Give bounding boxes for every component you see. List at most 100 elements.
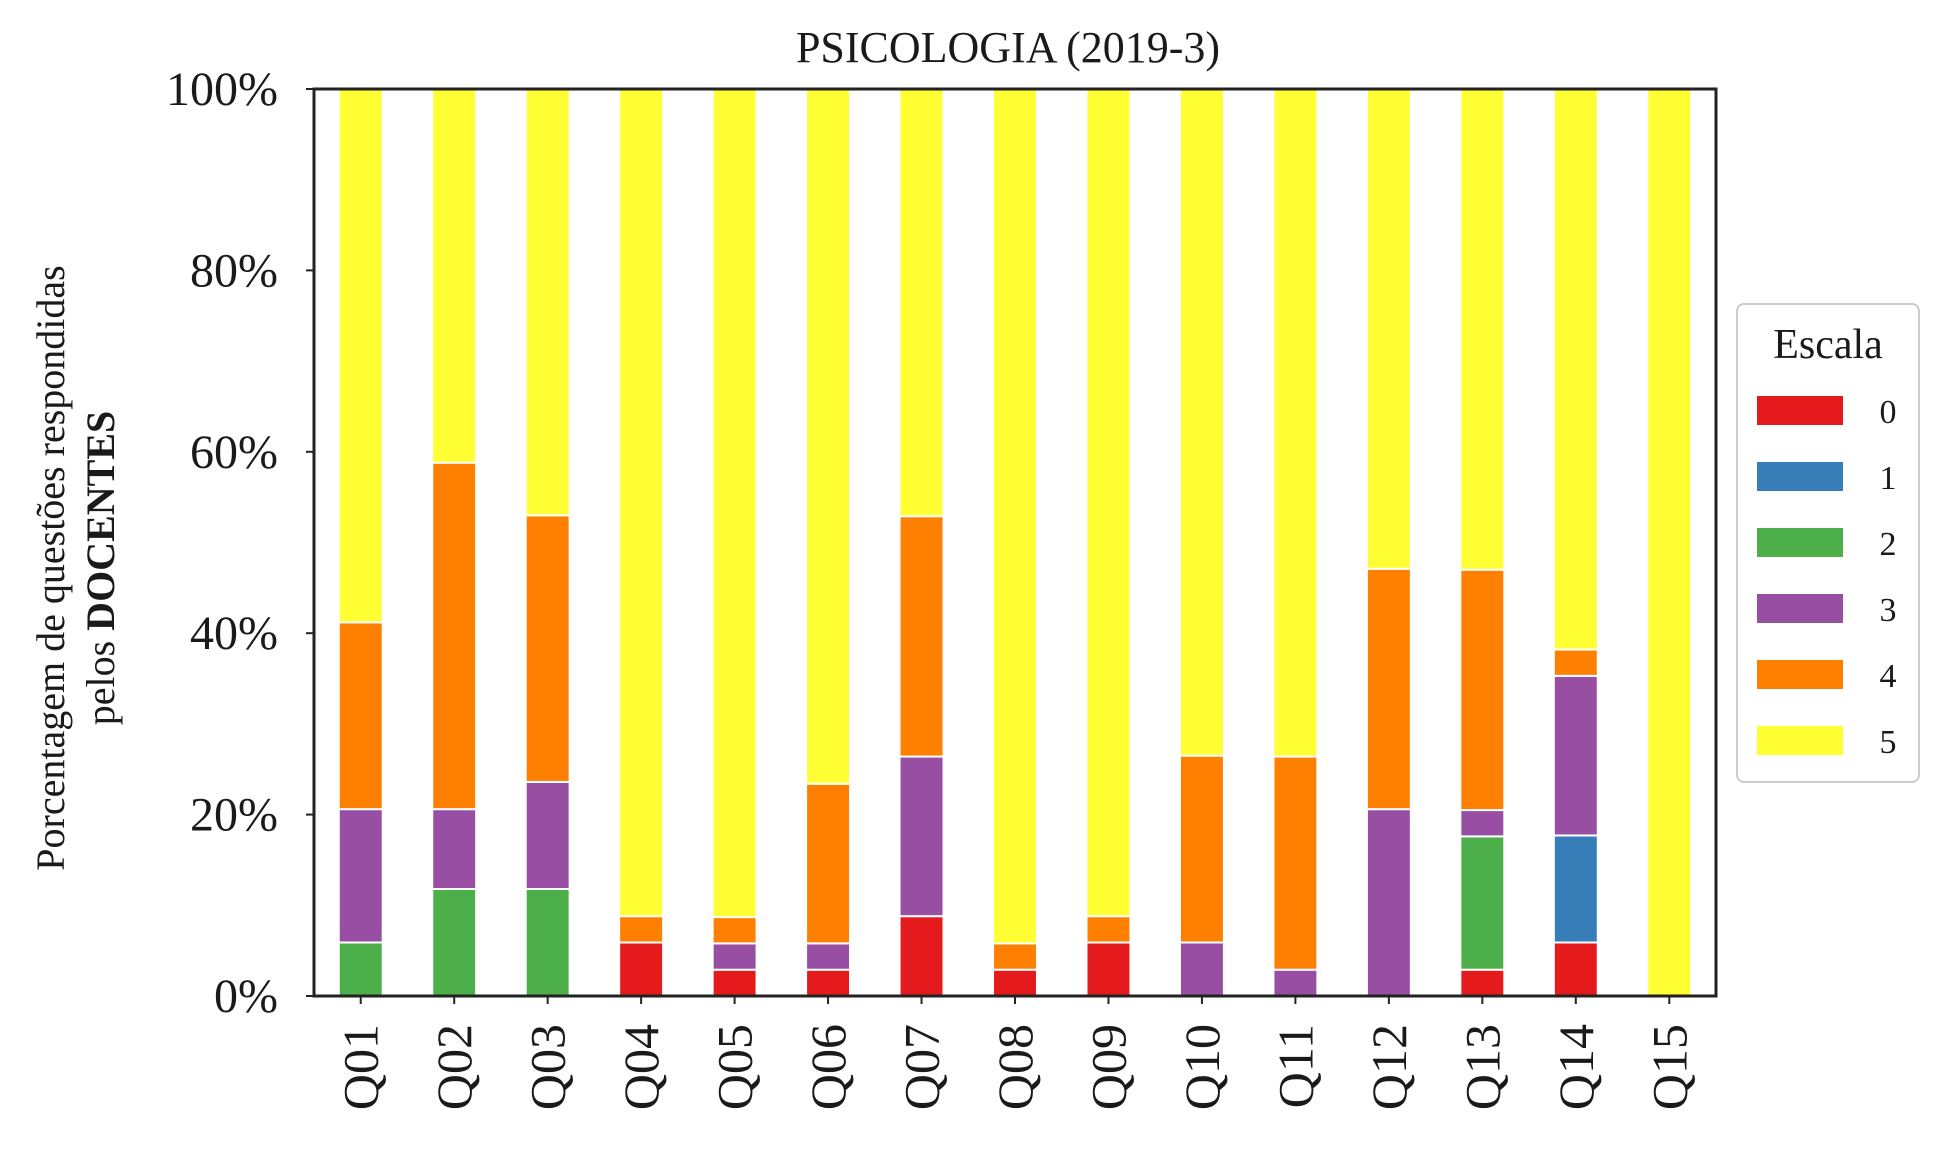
bar-q01-scale-4 bbox=[337, 621, 384, 811]
x-tick-label-q03: Q03 bbox=[520, 1024, 576, 1110]
bar-q10-scale-5 bbox=[1178, 88, 1225, 757]
bar-q03-scale-5 bbox=[524, 88, 571, 517]
y-tick-label: 0% bbox=[214, 970, 278, 1023]
bar-q13-scale-4 bbox=[1459, 568, 1506, 812]
legend-label-3: 3 bbox=[1880, 592, 1897, 629]
legend-items: 0 1 2 3 4 5 bbox=[1757, 394, 1897, 761]
bar-q06-scale-0 bbox=[805, 968, 852, 998]
x-tick-label-q01: Q01 bbox=[333, 1024, 389, 1110]
bar-q14-scale-0 bbox=[1552, 941, 1599, 997]
legend-label-5: 5 bbox=[1880, 724, 1897, 761]
bar-q03-scale-4 bbox=[524, 514, 571, 783]
bar-q12-scale-3 bbox=[1365, 808, 1412, 997]
bar-q05-scale-3 bbox=[711, 942, 758, 971]
bar-q03-scale-2 bbox=[524, 887, 571, 997]
y-ticks-group: 0% 20% 40% 60% 80% 100% bbox=[166, 63, 314, 1023]
x-tick-label-q02: Q02 bbox=[426, 1024, 482, 1110]
x-tick-label-q07: Q07 bbox=[894, 1024, 950, 1110]
bar-q12-scale-5 bbox=[1365, 88, 1412, 570]
legend-swatch-2 bbox=[1757, 528, 1843, 557]
bar-q13-scale-5 bbox=[1459, 88, 1506, 571]
chart-title: PSICOLOGIA (2019-3) bbox=[796, 23, 1220, 72]
x-tick-label-q06: Q06 bbox=[800, 1024, 856, 1110]
bar-q01-scale-5 bbox=[337, 88, 384, 624]
x-ticks-group: Q01 Q02 Q03 Q04 Q05 Q06 Q07 Q08 Q09 Q10 Q11 Q12 Q13 Q… bbox=[333, 996, 1697, 1110]
x-tick-label-q14: Q14 bbox=[1548, 1024, 1604, 1110]
x-tick-label-q08: Q08 bbox=[987, 1024, 1043, 1110]
bar-q01-scale-3 bbox=[337, 808, 384, 944]
bar-q08-scale-5 bbox=[992, 88, 1038, 945]
bar-q05-scale-5 bbox=[711, 88, 758, 919]
bar-q15-scale-5 bbox=[1646, 88, 1693, 997]
bar-q02-scale-4 bbox=[431, 461, 478, 811]
y-tick-label: 40% bbox=[190, 607, 278, 660]
x-tick-label-q05: Q05 bbox=[707, 1024, 763, 1110]
y-axis-label: Porcentagem de questões respondidas pelo… bbox=[28, 265, 123, 870]
bar-q13-scale-0 bbox=[1459, 968, 1506, 998]
bar-q09-scale-0 bbox=[1085, 941, 1132, 997]
bar-q14-scale-5 bbox=[1552, 88, 1599, 651]
y-axis-label-line2: pelos DOCENTES bbox=[78, 411, 123, 726]
bar-q10-scale-4 bbox=[1178, 754, 1225, 944]
bar-q11-scale-5 bbox=[1272, 88, 1319, 758]
bar-q10-scale-3 bbox=[1178, 941, 1225, 997]
x-tick-label-q12: Q12 bbox=[1361, 1024, 1417, 1110]
bar-q08-scale-4 bbox=[992, 942, 1038, 971]
legend-swatch-3 bbox=[1757, 594, 1843, 623]
bar-q02-scale-2 bbox=[431, 887, 478, 997]
bar-q07-scale-3 bbox=[898, 755, 945, 918]
x-tick-label-q10: Q10 bbox=[1174, 1024, 1230, 1110]
x-tick-label-q13: Q13 bbox=[1454, 1024, 1510, 1110]
bar-q04-scale-0 bbox=[618, 941, 665, 997]
bar-q13-scale-2 bbox=[1459, 835, 1506, 971]
bar-q06-scale-3 bbox=[805, 942, 852, 971]
bar-q09-scale-5 bbox=[1085, 88, 1132, 918]
legend: Escala 0 1 2 3 4 5 bbox=[1736, 303, 1920, 783]
bar-q09-scale-4 bbox=[1085, 915, 1132, 944]
y-axis-label-bold: DOCENTES bbox=[78, 411, 123, 631]
bar-q05-scale-0 bbox=[711, 968, 758, 998]
bar-q11-scale-4 bbox=[1272, 755, 1319, 971]
bar-q04-scale-5 bbox=[618, 88, 665, 918]
bar-q02-scale-5 bbox=[431, 88, 478, 464]
bar-q14-scale-3 bbox=[1552, 674, 1599, 837]
bar-q11-scale-3 bbox=[1272, 968, 1319, 998]
bar-q03-scale-3 bbox=[524, 780, 571, 890]
legend-swatch-5 bbox=[1757, 726, 1843, 755]
y-axis-label-line1: Porcentagem de questões respondidas bbox=[28, 265, 73, 870]
y-tick-label: 20% bbox=[190, 789, 278, 842]
bar-q04-scale-4 bbox=[618, 915, 665, 944]
legend-swatch-0 bbox=[1757, 396, 1843, 425]
bar-q06-scale-5 bbox=[805, 88, 852, 785]
y-tick-label: 80% bbox=[190, 244, 278, 297]
legend-label-4: 4 bbox=[1880, 658, 1897, 695]
bar-q07-scale-0 bbox=[898, 915, 945, 997]
bars-group bbox=[337, 88, 1693, 998]
bar-q01-scale-2 bbox=[337, 941, 384, 997]
x-tick-label-q15: Q15 bbox=[1641, 1024, 1697, 1110]
x-tick-label-q09: Q09 bbox=[1080, 1024, 1136, 1110]
bar-q07-scale-4 bbox=[898, 515, 945, 758]
legend-title: Escala bbox=[1773, 322, 1883, 368]
bar-q14-scale-1 bbox=[1552, 834, 1599, 944]
bar-q13-scale-3 bbox=[1459, 809, 1506, 838]
legend-label-1: 1 bbox=[1880, 460, 1897, 497]
y-tick-label: 60% bbox=[190, 426, 278, 479]
bar-q06-scale-4 bbox=[805, 782, 852, 945]
y-axis-label-prefix: pelos bbox=[78, 631, 123, 725]
bar-q14-scale-4 bbox=[1552, 648, 1599, 677]
bar-q07-scale-5 bbox=[898, 88, 945, 518]
bar-q05-scale-4 bbox=[711, 916, 758, 945]
legend-label-0: 0 bbox=[1880, 394, 1897, 431]
bar-q02-scale-3 bbox=[431, 808, 478, 890]
bar-q08-scale-0 bbox=[992, 968, 1038, 998]
legend-label-2: 2 bbox=[1880, 526, 1897, 563]
legend-swatch-1 bbox=[1757, 462, 1843, 491]
plot-frame bbox=[312, 87, 1718, 998]
bar-q12-scale-4 bbox=[1365, 567, 1412, 811]
x-tick-label-q04: Q04 bbox=[613, 1024, 669, 1110]
x-tick-label-q11: Q11 bbox=[1267, 1024, 1323, 1108]
y-tick-label: 100% bbox=[166, 63, 278, 116]
